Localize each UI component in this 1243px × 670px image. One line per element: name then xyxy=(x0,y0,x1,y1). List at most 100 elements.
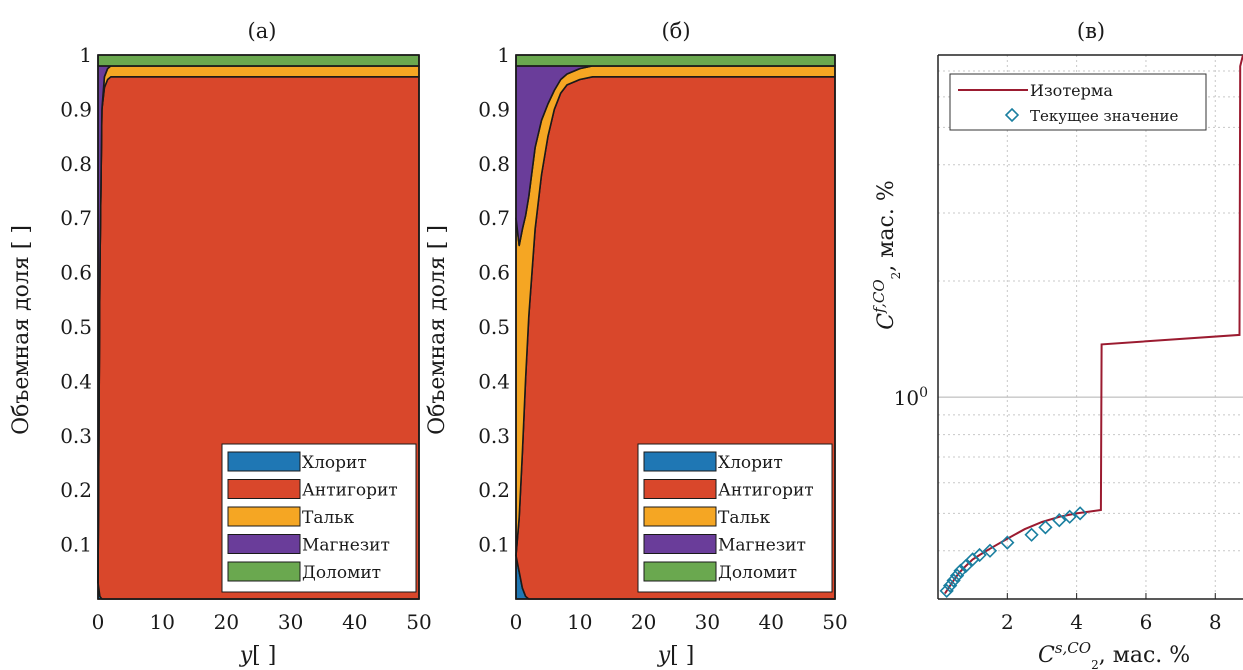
panel-a-legend-label: Магнезит xyxy=(302,536,390,556)
panel-b-top-gap xyxy=(516,48,835,55)
panel-b-legend-swatch xyxy=(643,534,717,554)
panel-a-legend-label: Хлорит xyxy=(302,453,367,473)
panel-b-y-tick-label: 0.4 xyxy=(478,369,510,393)
panel-a-x-tick-label: 0 xyxy=(92,610,105,634)
panel-b-title: (б) xyxy=(661,19,690,43)
panel-a-top-gap xyxy=(98,48,419,55)
panel-b-legend-label: Тальк xyxy=(718,508,771,528)
panel-b-legend-swatch xyxy=(643,479,717,499)
panel-c-current-point xyxy=(1072,506,1088,521)
panel-b-legend-swatch xyxy=(643,561,717,582)
panel-c-current-point xyxy=(982,543,998,558)
panel-a-legend-swatch xyxy=(227,506,301,527)
panel-c-x-axis-sup: s,CO xyxy=(1055,639,1091,657)
panel-a-legend-label: Тальк xyxy=(302,508,355,528)
panel-a-x-ticks: 0 10 20 30 40 50 xyxy=(92,610,432,634)
panel-c-legend-label: Текущее значение xyxy=(1030,107,1178,125)
panel-c-current-point xyxy=(939,583,954,598)
panel-c-x-tick-label: 6 xyxy=(1140,610,1153,634)
panel-b-area-5 xyxy=(515,54,836,67)
panel-b: (б) 0.1 0.2 0.3 0.4 0.5 0.6 0.7 0.8 0.9 1 0 10 20 30… xyxy=(425,19,848,668)
panel-c-series xyxy=(939,54,1243,598)
panel-a-x-tick-label: 30 xyxy=(278,610,303,634)
panel-b-x-tick-label: 40 xyxy=(758,610,783,634)
panel-b-y-tick-label: 0.8 xyxy=(478,152,510,176)
panel-c-x-axis-sub: 2 xyxy=(1091,658,1099,670)
panel-b-x-axis-label: y[ ] xyxy=(657,643,695,668)
panel-a-y-tick-label: 0.9 xyxy=(60,97,92,121)
panel-a-y-tick-label: 0.7 xyxy=(60,206,92,230)
panel-b-legend: Хлорит Антигорит Тальк Магнезит Доломит xyxy=(637,443,833,593)
panel-a-y-ticks: 0.1 0.2 0.3 0.4 0.5 0.6 0.7 0.8 0.9 1 xyxy=(60,43,92,557)
panel-c-current-point xyxy=(1038,520,1053,535)
panel-a-y-tick-label: 0.1 xyxy=(60,533,92,557)
panel-b-legend-label: Магнезит xyxy=(718,536,806,556)
panel-a-x-tick-label: 20 xyxy=(214,610,239,634)
panel-b-legend-label: Антигорит xyxy=(718,481,814,501)
panel-c-legend-label: Изотерма xyxy=(1030,81,1113,100)
panel-a-legend-label: Антигорит xyxy=(302,481,398,501)
panel-c-x-ticks: 2 4 6 8 xyxy=(1001,593,1222,634)
panel-b-x-tick-label: 20 xyxy=(631,610,656,634)
panel-c-y-axis-unit: , мас. % xyxy=(874,180,899,271)
panel-c-y-axis-sup: f,CO xyxy=(870,279,888,314)
panel-a-y-tick-label: 0.4 xyxy=(60,369,92,393)
panel-b-legend-label: Доломит xyxy=(718,563,797,583)
panel-c-legend: Изотерма Текущее значение xyxy=(949,73,1207,131)
panel-c-current-point xyxy=(1062,509,1077,524)
panel-c-legend-diamond-swatch xyxy=(1004,107,1020,123)
panel-a-x-axis-label: y[ ] xyxy=(239,643,277,668)
panel-c-current-point xyxy=(946,573,961,588)
panel-c-legend-box xyxy=(949,73,1207,131)
panel-b-x-tick-label: 50 xyxy=(822,610,847,634)
panel-b-x-tick-label: 10 xyxy=(567,610,592,634)
panel-a-x-tick-label: 10 xyxy=(149,610,174,634)
panel-a-x-tick-label: 50 xyxy=(406,610,431,634)
panel-a-legend-label: Доломит xyxy=(302,563,381,583)
panel-c-current-point xyxy=(942,578,958,593)
panel-a-area-5 xyxy=(97,54,420,67)
panel-a-y-axis-label: Объемная доля [ ] xyxy=(9,225,34,435)
panel-c-y-tick-base: 10 xyxy=(894,386,919,410)
panel-c-y-axis-label: Cf,CO2, мас. % xyxy=(870,180,903,329)
panel-b-x-ticks: 0 10 20 30 40 50 xyxy=(510,610,848,634)
panel-c-y-axis-symbol: C xyxy=(874,313,899,330)
panel-c-current-point xyxy=(1024,527,1039,542)
panel-c-y-tick-exponent: 0 xyxy=(919,385,928,401)
panel-c-x-tick-label: 4 xyxy=(1070,610,1083,634)
panel-b-y-ticks: 0.1 0.2 0.3 0.4 0.5 0.6 0.7 0.8 0.9 1 xyxy=(478,43,510,557)
panel-a-x-tick-label: 40 xyxy=(342,610,367,634)
panel-c-x-tick-label: 8 xyxy=(1209,610,1222,634)
panel-a-x-axis-unit: [ ] xyxy=(252,643,276,668)
panel-a-y-tick-label: 0.3 xyxy=(60,424,92,448)
panel-a-title: (а) xyxy=(248,19,277,43)
panel-b-x-tick-label: 30 xyxy=(695,610,720,634)
panel-c-current-point xyxy=(1000,535,1015,550)
panel-a-legend: Хлорит Антигорит Тальк Магнезит Доломит xyxy=(221,443,417,593)
panel-c-grid xyxy=(938,55,1243,600)
panel-a-legend-swatch xyxy=(227,479,301,499)
panel-b-y-tick-label: 0.2 xyxy=(478,478,510,502)
panel-c-y-tick-label: 100 xyxy=(894,385,928,410)
panel-c-current-point xyxy=(953,563,968,578)
panel-b-y-axis-label: Объемная доля [ ] xyxy=(425,225,450,435)
panel-b-y-tick-label: 0.9 xyxy=(478,97,510,121)
panel-c-y-ticks: 100 xyxy=(894,385,928,410)
panel-c-plot-area xyxy=(938,55,1243,599)
panel-b-y-tick-label: 0.1 xyxy=(478,533,510,557)
panel-c-axes-frame xyxy=(937,54,1243,600)
panel-b-y-tick-label: 0.5 xyxy=(478,315,510,339)
panel-b-x-axis-symbol: y xyxy=(657,643,671,668)
panel-b-legend-swatch xyxy=(643,506,717,527)
panel-c-title: (в) xyxy=(1077,19,1105,43)
panel-c-y-axis-sub: 2 xyxy=(889,272,903,280)
panel-b-x-axis-unit: [ ] xyxy=(670,643,694,668)
panel-a: (а) 0.1 0.2 0.3 0.4 0.5 0.6 0.7 0.8 0.9 1 0 10 20 30… xyxy=(9,19,432,668)
panel-a-x-axis-symbol: y xyxy=(239,643,253,668)
panel-a-y-tick-label: 0.6 xyxy=(60,261,92,285)
panel-c-current-point xyxy=(972,547,987,563)
panel-c-current-point xyxy=(1052,513,1067,528)
panel-c-current-point xyxy=(958,558,973,574)
